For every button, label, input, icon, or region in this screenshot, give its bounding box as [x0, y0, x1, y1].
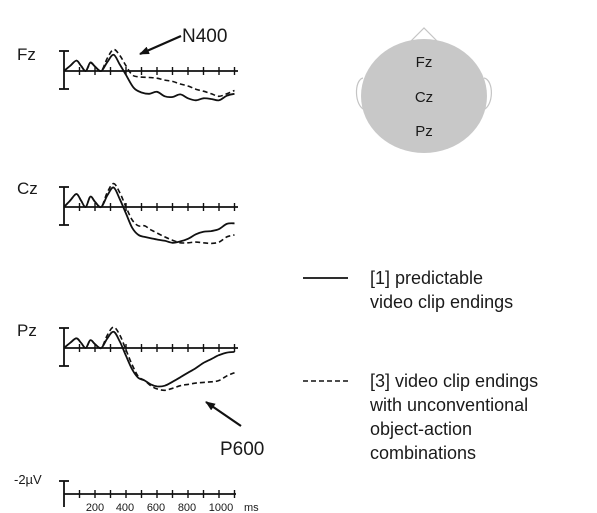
- legend-dashed-line-3: object-action: [370, 419, 472, 439]
- trace-pz-unconventional: [63, 326, 235, 392]
- head-label-cz: Cz: [415, 89, 433, 106]
- legend-dashed-line-1: [3] video clip endings: [370, 371, 538, 391]
- channel-label-pz: Pz: [17, 321, 37, 340]
- x-tick-label-1000: 1000: [209, 502, 233, 513]
- scale-bar-label: -2µV: [14, 472, 42, 487]
- legend-dashed-line-4: combinations: [370, 443, 476, 463]
- trace-pz-predictable: [63, 330, 235, 388]
- electrode-head-map: Fz Cz Pz: [355, 27, 492, 153]
- head-circle: [361, 39, 487, 153]
- n400-label: N400: [182, 26, 227, 47]
- channel-label-fz: Fz: [17, 45, 36, 64]
- legend-solid-line-1: [1] predictable: [370, 268, 483, 288]
- trace-fz-unconventional: [63, 48, 235, 98]
- legend-dashed-line-2: with unconventional: [369, 395, 528, 415]
- scale-axis: [59, 480, 236, 507]
- trace-fz-predictable: [63, 53, 235, 102]
- legend: [1] predictable video clip endings [3] v…: [303, 268, 538, 463]
- p600-arrow: [205, 401, 242, 427]
- head-nose: [409, 27, 439, 43]
- n400-arrow: [139, 34, 182, 56]
- axes-fz: [59, 50, 238, 90]
- x-unit-label: ms: [244, 502, 259, 513]
- x-tick-label-600: 600: [147, 502, 165, 513]
- x-tick-label-800: 800: [178, 502, 196, 513]
- channel-label-cz: Cz: [17, 179, 38, 198]
- x-tick-label-400: 400: [116, 502, 134, 513]
- trace-cz-predictable: [63, 186, 235, 244]
- x-tick-label-200: 200: [86, 502, 104, 513]
- head-label-fz: Fz: [416, 54, 433, 71]
- trace-cz-unconventional: [63, 182, 235, 245]
- head-label-pz: Pz: [415, 123, 433, 140]
- p600-label: P600: [220, 439, 264, 460]
- legend-solid-line-2: video clip endings: [370, 292, 513, 312]
